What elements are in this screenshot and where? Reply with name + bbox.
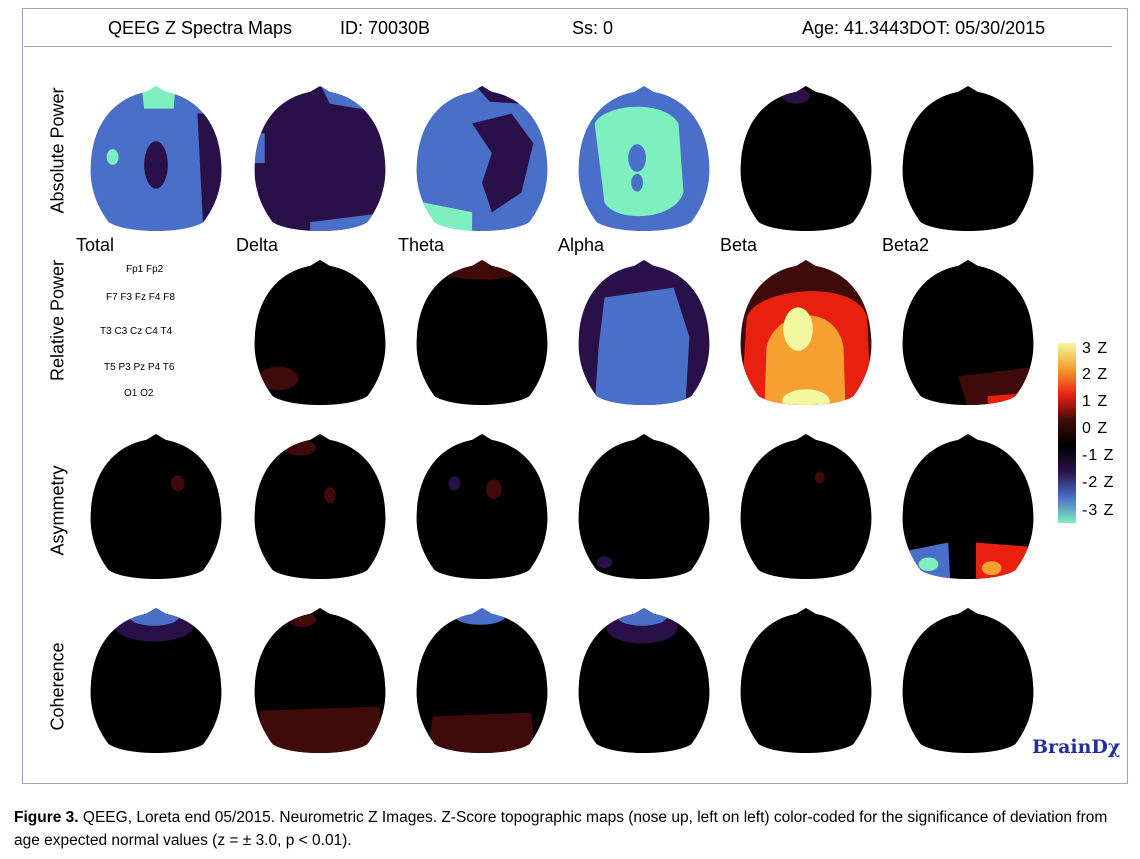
band-label-alpha: Alpha [558,235,605,255]
topomap-coherence-total [90,607,222,754]
topomap-relative-beta2 [902,259,1034,406]
row-label-coherence: Coherence [47,642,68,731]
topomap-relative-beta [740,259,872,406]
band-label-beta: Beta [720,235,758,255]
subject-id: ID: 70030B [340,18,431,38]
electrode-row-4: T5 P3 Pz P4 T6 [104,362,175,373]
color-scale-label: 2 Z [1082,366,1109,383]
row-label-absolute-power: Absolute Power [47,87,68,214]
topomap-absolute-beta2 [902,85,1034,232]
z-score-color-scale [1058,343,1076,523]
topomap-asymmetry-total [90,433,222,580]
map-title: QEEG Z Spectra Maps [108,18,293,38]
band-label-total: Total [76,235,115,255]
topomap-asymmetry-alpha [578,433,710,580]
topomap-relative-alpha [578,259,710,406]
header-bar: QEEG Z Spectra Maps ID: 70030B Ss: 0 Age… [24,10,1112,47]
topomap-coherence-delta [254,607,386,754]
age-and-date: Age: 41.3443DOT: 05/30/2015 [802,18,1046,38]
electrode-row-2: F7 F3 Fz F4 F8 [106,292,175,303]
topomap-coherence-beta2 [902,607,1034,754]
topomap-absolute-theta [416,85,548,232]
figure-caption: Figure 3. QEEG, Loreta end 05/2015. Neur… [14,806,1130,852]
electrode-row-3: T3 C3 Cz C4 T4 [100,326,173,337]
topomap-asymmetry-beta [740,433,872,580]
topomap-asymmetry-theta [416,433,548,580]
topomap-absolute-beta [740,85,872,232]
band-label-theta: Theta [398,235,445,255]
topomap-coherence-alpha [578,607,710,754]
color-scale-label: -2 Z [1082,474,1115,491]
band-label-delta: Delta [236,235,279,255]
topomap-asymmetry-delta [254,433,386,580]
color-scale-label: 0 Z [1082,420,1109,437]
row-label-relative-power: Relative Power [47,259,68,382]
electrode-row-5: O1 O2 [124,388,154,399]
figure-caption-text: QEEG, Loreta end 05/2015. Neurometric Z … [14,809,1108,849]
electrode-row-1: Fp1 Fp2 [126,264,164,275]
row-label-asymmetry: Asymmetry [47,465,68,556]
session-number: Ss: 0 [572,18,614,38]
braindx-logo: BrainDχ [1032,736,1121,758]
topomap-relative-delta [254,259,386,406]
figure-caption-label: Figure 3. [14,809,79,826]
topomap-absolute-total [90,85,222,232]
topomap-relative-theta [416,259,548,406]
band-label-beta2: Beta2 [882,235,930,255]
topomap-coherence-theta [416,607,548,754]
color-scale-label: -1 Z [1082,447,1115,464]
topomap-coherence-beta [740,607,872,754]
color-scale-label: -3 Z [1082,502,1115,519]
color-scale-label: 3 Z [1082,340,1109,357]
topomap-asymmetry-beta2 [902,433,1034,580]
topomap-absolute-alpha [578,85,710,232]
topomap-absolute-delta [254,85,386,232]
color-scale-label: 1 Z [1082,393,1109,410]
